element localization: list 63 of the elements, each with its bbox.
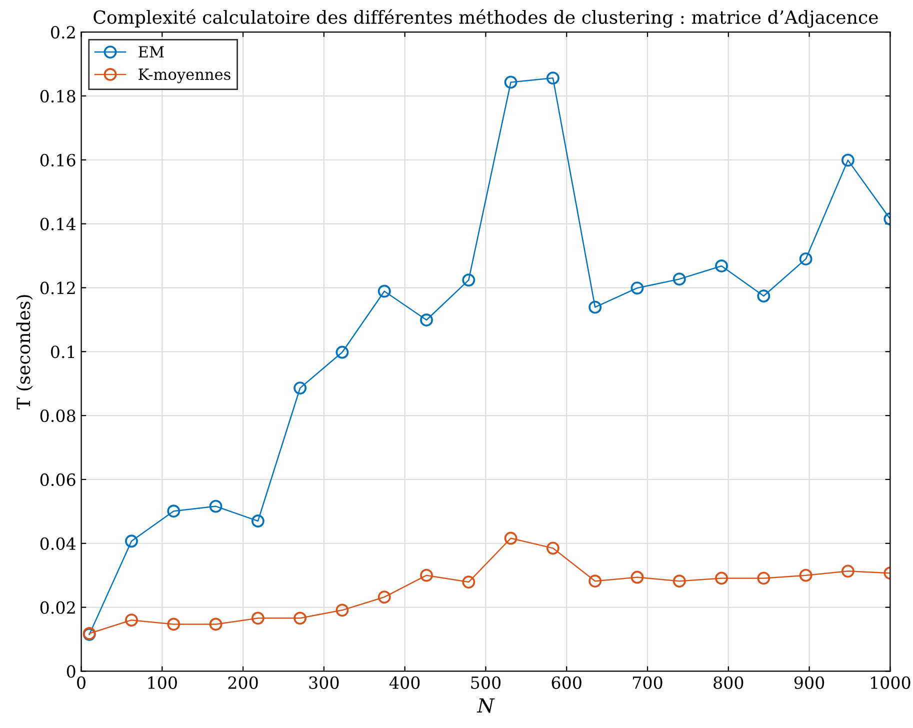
point xyxy=(672,574,686,588)
point xyxy=(251,514,264,528)
legend-label: K-moyennes xyxy=(138,68,230,84)
point xyxy=(630,570,644,584)
x-tick-label: 200 xyxy=(228,676,258,689)
point xyxy=(546,72,560,85)
y-tick-label: 0.12 xyxy=(40,282,75,294)
x-tick-label: 100 xyxy=(148,676,177,689)
x-tick-label: 0 xyxy=(77,676,86,689)
y-tick-label: 0.04 xyxy=(40,537,76,550)
x-tick-label: 600 xyxy=(552,676,582,689)
point xyxy=(630,282,644,294)
x-tick-label: 1000 xyxy=(871,676,910,689)
point xyxy=(841,154,854,167)
point xyxy=(251,612,264,625)
point xyxy=(294,382,307,395)
x-tick-label: 400 xyxy=(389,676,420,689)
y-tick-label: 0.06 xyxy=(40,473,76,486)
y-tick-label: 0.1 xyxy=(50,346,74,358)
point xyxy=(420,568,433,582)
legend-label: EM xyxy=(138,46,164,58)
y-tick-label: 0.16 xyxy=(40,154,76,166)
point xyxy=(336,346,349,359)
x-tick-label: 800 xyxy=(714,676,744,689)
x-tick-label: 500 xyxy=(471,676,501,689)
point xyxy=(378,590,391,604)
point xyxy=(757,572,770,585)
point xyxy=(715,260,728,272)
point xyxy=(588,574,602,588)
y-tick-label: 0.2 xyxy=(50,26,75,39)
x-tick-label: 700 xyxy=(632,676,662,689)
point xyxy=(167,504,180,518)
y-tick-label: 0.08 xyxy=(40,410,76,422)
point xyxy=(504,532,518,545)
x-tick-label: 300 xyxy=(309,676,339,689)
point xyxy=(209,500,222,513)
point xyxy=(715,572,728,585)
x-tick-label: 900 xyxy=(794,676,824,689)
y-tick-label: 0.02 xyxy=(40,601,75,614)
y-axis-title: T (secondes) xyxy=(16,295,33,410)
point xyxy=(209,618,222,631)
x-axis-title: N xyxy=(476,698,495,713)
y-tick-label: 0.18 xyxy=(40,90,76,103)
y-tick-label: 0 xyxy=(66,665,76,678)
point xyxy=(672,272,686,286)
point xyxy=(336,604,349,617)
point xyxy=(462,274,476,286)
point xyxy=(378,284,391,298)
point xyxy=(462,576,476,589)
point xyxy=(757,290,770,302)
point xyxy=(294,612,307,625)
point xyxy=(799,252,812,266)
point xyxy=(167,618,180,631)
point xyxy=(504,76,518,89)
point xyxy=(125,534,138,548)
point xyxy=(799,568,812,582)
point xyxy=(125,614,138,627)
chart-title: Complexité calculatoire des différentes méthodes de clustering : matrice d’Adjacence xyxy=(94,9,878,28)
point xyxy=(841,564,854,578)
point xyxy=(588,300,602,314)
y-tick-label: 0.14 xyxy=(40,218,76,230)
point xyxy=(420,314,433,326)
point xyxy=(546,542,560,555)
